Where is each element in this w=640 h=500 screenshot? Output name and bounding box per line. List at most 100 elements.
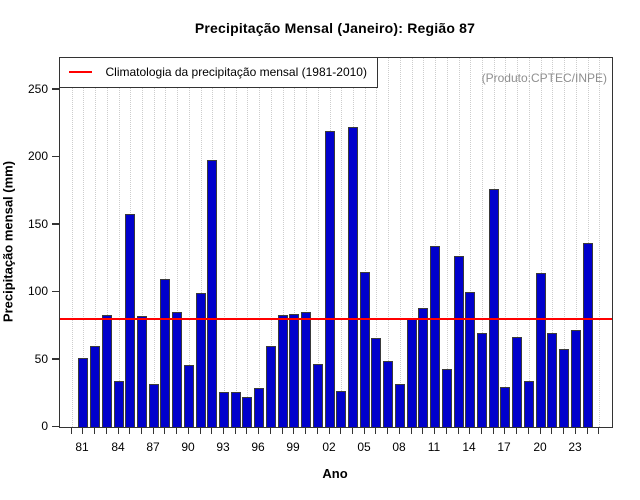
x-tick: [515, 427, 517, 434]
precipitation-bar-1985: [125, 214, 135, 427]
climatology-line: [60, 318, 612, 320]
x-tick: [503, 427, 505, 434]
y-tick-label: 50: [34, 351, 48, 366]
plot-area: Climatologia da precipitação mensal (198…: [58, 56, 613, 428]
precipitation-bar-2004: [348, 127, 358, 427]
x-tick-label: 20: [533, 440, 547, 454]
y-tick: [52, 223, 59, 225]
x-tick: [574, 427, 576, 434]
x-tick: [199, 427, 201, 434]
year-gridline: [399, 58, 401, 427]
precipitation-bar-2010: [418, 308, 428, 427]
y-axis-title: Precipitação mensal (mm): [0, 160, 16, 323]
x-tick: [386, 427, 388, 434]
precipitation-bar-2021: [547, 333, 557, 427]
year-gridline: [258, 58, 260, 427]
year-gridline: [141, 58, 143, 427]
x-tick: [445, 427, 447, 434]
precipitation-bar-1987: [149, 384, 159, 427]
chart-title: Precipitação Mensal (Janeiro): Região 87: [194, 20, 476, 36]
y-tick: [52, 425, 59, 427]
x-tick-label: 08: [392, 440, 406, 454]
x-tick: [222, 427, 224, 434]
x-tick-label: 05: [357, 440, 371, 454]
year-gridline: [563, 58, 565, 427]
year-gridline: [340, 58, 342, 427]
precipitation-bar-1998: [278, 315, 288, 427]
x-tick-label: 84: [111, 440, 125, 454]
x-tick-label: 99: [286, 440, 300, 454]
y-tick-label: 0: [41, 419, 48, 433]
precipitation-bar-2016: [489, 189, 499, 427]
precipitation-bar-2018: [512, 337, 522, 427]
year-gridline: [540, 58, 542, 427]
precipitation-bar-1990: [184, 365, 194, 427]
precipitation-bar-1988: [160, 279, 170, 427]
year-gridline: [458, 58, 460, 427]
year-gridline: [82, 58, 84, 427]
x-tick: [351, 427, 353, 434]
x-tick: [257, 427, 259, 434]
precipitation-bar-1982: [90, 346, 100, 427]
precipitation-bar-2019: [524, 381, 534, 427]
precipitation-bar-1989: [172, 312, 182, 427]
precipitation-bar-2017: [500, 387, 510, 427]
y-tick-label: 200: [27, 149, 48, 164]
x-tick-label: 02: [322, 440, 336, 454]
year-gridline: [434, 58, 436, 427]
legend-label: Climatologia da precipitação mensal (198…: [105, 65, 367, 79]
precipitation-bar-2013: [454, 256, 464, 427]
precipitation-bar-2015: [477, 333, 487, 427]
x-tick-label: 14: [462, 440, 476, 454]
x-tick: [269, 427, 271, 434]
legend-box: Climatologia da precipitação mensal (198…: [58, 56, 378, 88]
year-gridline: [481, 58, 483, 427]
precipitation-bar-1994: [231, 392, 241, 427]
year-gridline: [528, 58, 530, 427]
year-gridline: [293, 58, 295, 427]
x-tick-label: 17: [497, 440, 511, 454]
year-gridline: [317, 58, 319, 427]
precipitation-bar-1983: [102, 315, 112, 427]
x-tick: [152, 427, 154, 434]
year-gridline: [235, 58, 237, 427]
year-gridline: [223, 58, 225, 427]
year-gridline: [364, 58, 366, 427]
year-gridline: [575, 58, 577, 427]
year-gridline: [375, 58, 377, 427]
year-gridline: [200, 58, 202, 427]
x-tick: [398, 427, 400, 434]
source-annotation: (Produto:CPTEC/INPE): [481, 71, 607, 85]
x-tick: [597, 427, 599, 434]
x-tick: [562, 427, 564, 434]
year-gridline: [270, 58, 272, 427]
precipitation-bar-1991: [196, 293, 206, 427]
x-tick-label: 96: [251, 440, 265, 454]
x-tick: [304, 427, 306, 434]
x-tick: [339, 427, 341, 434]
year-gridline: [387, 58, 389, 427]
year-gridline: [118, 58, 120, 427]
x-tick: [316, 427, 318, 434]
precipitation-bar-2022: [559, 349, 569, 427]
precipitation-bar-1986: [137, 316, 147, 427]
y-tick: [52, 88, 59, 90]
x-tick-label: 23: [568, 440, 582, 454]
precipitation-bar-2009: [407, 318, 417, 427]
x-tick-label: 87: [146, 440, 160, 454]
year-gridline: [551, 58, 553, 427]
precipitation-bar-2006: [371, 338, 381, 427]
year-gridline: [516, 58, 518, 427]
y-tick: [52, 155, 59, 158]
legend-line-swatch: [68, 71, 92, 73]
precipitation-bar-2001: [313, 364, 323, 427]
precipitation-bar-1984: [114, 381, 124, 427]
precipitation-bar-1992: [207, 160, 217, 427]
x-tick-label: 93: [216, 440, 230, 454]
x-tick: [468, 427, 470, 434]
precipitation-bar-2023: [571, 330, 581, 427]
year-gridline: [587, 58, 589, 427]
y-tick-label: 150: [27, 216, 48, 231]
x-tick-label: 11: [427, 440, 441, 454]
